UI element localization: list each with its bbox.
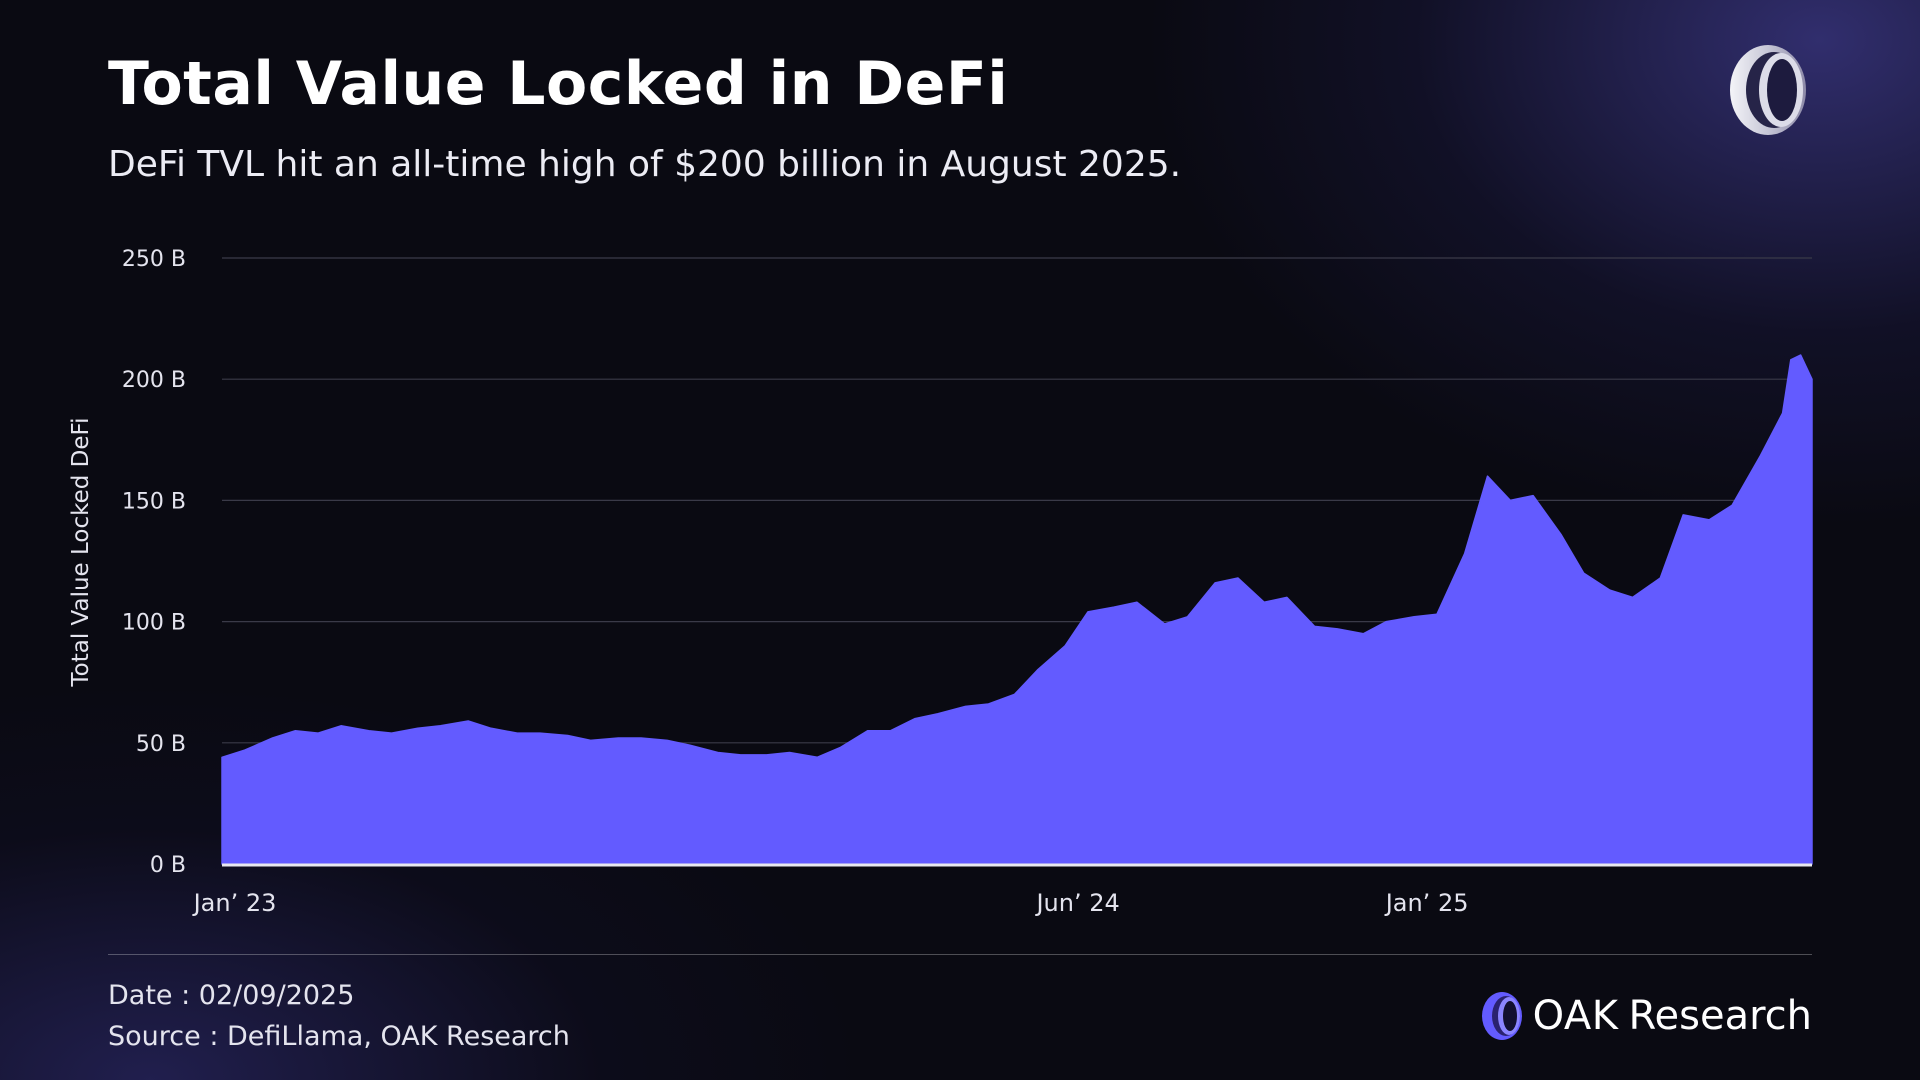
y-tick-label: 250 B (122, 247, 186, 272)
footer-divider (108, 954, 1812, 955)
brand-name-secondary: Research (1628, 993, 1812, 1039)
brand-logo: OAK Research (1481, 988, 1812, 1044)
oak-ring-logo-icon (1730, 45, 1806, 135)
y-tick-label: 50 B (136, 732, 186, 757)
oak-ring-logo-icon (1481, 992, 1522, 1040)
footer-date: Date : 02/09/2025 (108, 980, 355, 1011)
page-title: Total Value Locked in DeFi (108, 49, 1009, 119)
x-axis-tick-labels: Jan’ 23 Jun’ 24 Jan’ 25 (192, 889, 1469, 917)
y-axis-label: Total Value Locked DeFi (68, 418, 94, 688)
y-tick-label: 100 B (122, 611, 186, 636)
x-tick-label: Jan’ 23 (192, 889, 277, 917)
y-tick-label: 0 B (150, 853, 186, 878)
page-subtitle: DeFi TVL hit an all-time high of $200 bi… (108, 144, 1182, 185)
tvl-area-series (221, 354, 1813, 865)
x-tick-label: Jun’ 24 (1034, 889, 1119, 917)
footer-source: Source : DefiLlama, OAK Research (108, 1021, 570, 1052)
y-axis-tick-labels: 0 B 50 B 100 B 150 B 200 B 250 B (122, 247, 186, 878)
x-tick-label: Jan’ 25 (1384, 889, 1469, 917)
brand-name-primary: OAK (1532, 993, 1619, 1039)
y-tick-label: 150 B (122, 489, 186, 514)
tvl-area-chart: 0 B 50 B 100 B 150 B 200 B 250 B Jan’ 23 Jun’ … (68, 247, 1813, 917)
y-tick-label: 200 B (122, 368, 186, 393)
